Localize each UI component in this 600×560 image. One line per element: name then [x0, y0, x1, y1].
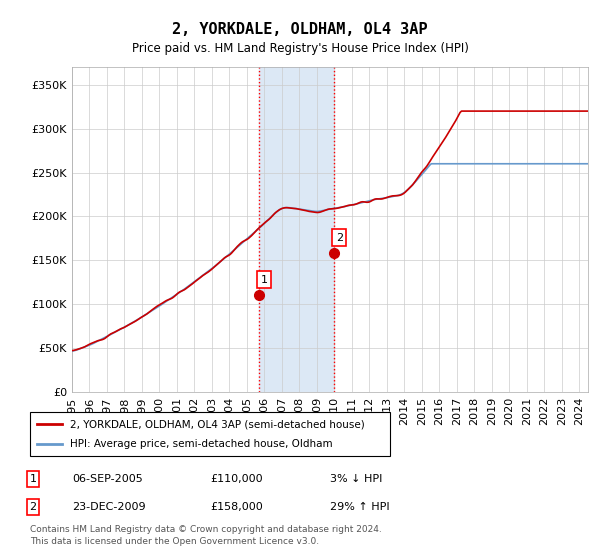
- Text: 2, YORKDALE, OLDHAM, OL4 3AP (semi-detached house): 2, YORKDALE, OLDHAM, OL4 3AP (semi-detac…: [70, 419, 364, 429]
- Text: £158,000: £158,000: [210, 502, 263, 512]
- Text: 3% ↓ HPI: 3% ↓ HPI: [330, 474, 382, 484]
- Bar: [259, 67, 334, 392]
- FancyBboxPatch shape: [30, 412, 390, 456]
- Text: Price paid vs. HM Land Registry's House Price Index (HPI): Price paid vs. HM Land Registry's House …: [131, 42, 469, 55]
- Text: Contains HM Land Registry data © Crown copyright and database right 2024.
This d: Contains HM Land Registry data © Crown c…: [30, 525, 382, 546]
- Text: 29% ↑ HPI: 29% ↑ HPI: [330, 502, 389, 512]
- Text: £110,000: £110,000: [210, 474, 263, 484]
- Text: 2: 2: [29, 502, 37, 512]
- Text: HPI: Average price, semi-detached house, Oldham: HPI: Average price, semi-detached house,…: [70, 439, 332, 449]
- Text: 06-SEP-2005: 06-SEP-2005: [72, 474, 143, 484]
- Text: 2: 2: [336, 232, 343, 242]
- Text: 1: 1: [29, 474, 37, 484]
- Text: 2, YORKDALE, OLDHAM, OL4 3AP: 2, YORKDALE, OLDHAM, OL4 3AP: [172, 22, 428, 38]
- Text: 1: 1: [260, 274, 268, 284]
- Text: 23-DEC-2009: 23-DEC-2009: [72, 502, 146, 512]
